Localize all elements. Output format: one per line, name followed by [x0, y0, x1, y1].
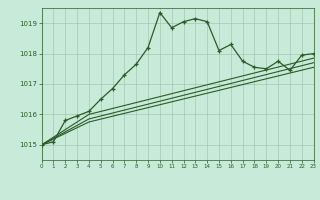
Text: Graphe pression niveau de la mer (hPa): Graphe pression niveau de la mer (hPa): [65, 184, 255, 193]
